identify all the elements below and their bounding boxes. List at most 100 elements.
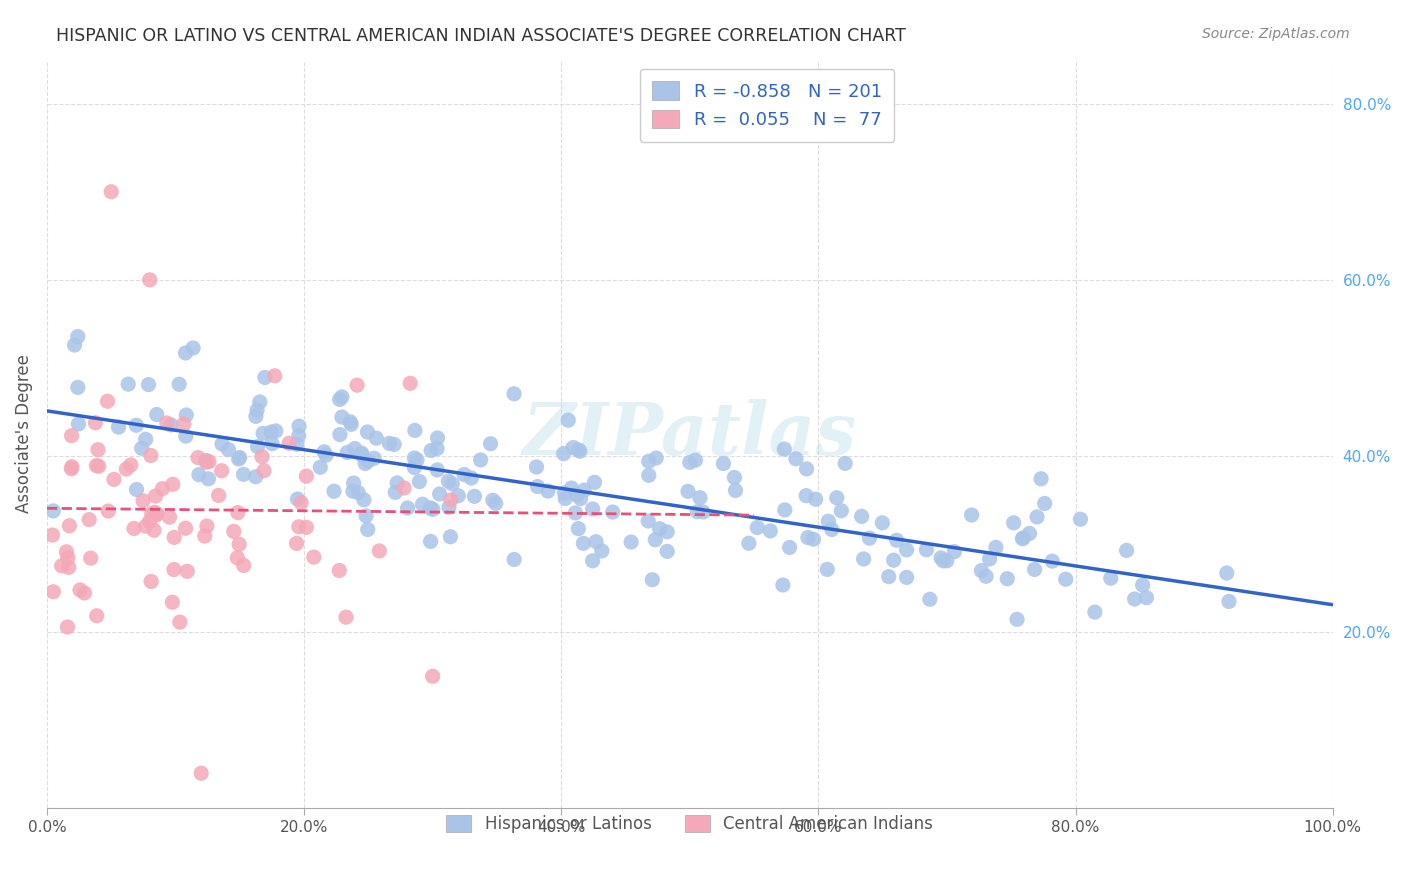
- Point: [918, 592, 941, 607]
- Point: [439, 530, 461, 544]
- Point: [979, 552, 1001, 566]
- Point: [228, 537, 250, 551]
- Point: [645, 450, 668, 465]
- Point: [406, 453, 429, 467]
- Point: [1216, 566, 1239, 580]
- Point: [984, 541, 1007, 555]
- Point: [363, 451, 385, 466]
- Point: [470, 453, 492, 467]
- Point: [567, 442, 589, 457]
- Point: [485, 496, 508, 510]
- Point: [821, 523, 844, 537]
- Point: [420, 443, 443, 458]
- Point: [723, 470, 745, 484]
- Point: [560, 481, 582, 495]
- Point: [974, 569, 997, 583]
- Point: [896, 570, 918, 584]
- Point: [772, 578, 794, 592]
- Point: [336, 445, 359, 459]
- Point: [572, 536, 595, 550]
- Point: [943, 544, 966, 558]
- Point: [60, 462, 83, 476]
- Point: [176, 565, 198, 579]
- Point: [347, 485, 370, 500]
- Point: [115, 462, 138, 476]
- Point: [785, 451, 807, 466]
- Point: [404, 424, 426, 438]
- Point: [747, 520, 769, 534]
- Point: [190, 766, 212, 780]
- Point: [426, 442, 449, 456]
- Point: [250, 450, 273, 464]
- Point: [357, 454, 380, 468]
- Point: [80, 551, 103, 566]
- Point: [453, 467, 475, 482]
- Point: [929, 550, 952, 565]
- Point: [357, 523, 380, 537]
- Point: [162, 595, 184, 609]
- Point: [447, 489, 470, 503]
- Point: [125, 418, 148, 433]
- Point: [285, 536, 308, 550]
- Point: [960, 508, 983, 522]
- Point: [562, 441, 585, 455]
- Point: [574, 483, 596, 497]
- Point: [620, 535, 643, 549]
- Point: [87, 459, 110, 474]
- Point: [139, 449, 162, 463]
- Point: [392, 481, 415, 495]
- Point: [648, 522, 671, 536]
- Point: [412, 497, 434, 511]
- Point: [932, 554, 955, 568]
- Point: [637, 514, 659, 528]
- Point: [896, 542, 918, 557]
- Point: [163, 530, 186, 544]
- Point: [146, 507, 169, 521]
- Point: [245, 409, 267, 424]
- Point: [246, 403, 269, 417]
- Point: [263, 368, 285, 383]
- Point: [368, 544, 391, 558]
- Point: [797, 531, 820, 545]
- Point: [1132, 578, 1154, 592]
- Point: [131, 442, 153, 456]
- Point: [107, 420, 129, 434]
- Point: [167, 377, 190, 392]
- Point: [970, 564, 993, 578]
- Point: [382, 437, 405, 451]
- Point: [554, 486, 576, 500]
- Point: [103, 472, 125, 486]
- Text: HISPANIC OR LATINO VS CENTRAL AMERICAN INDIAN ASSOCIATE'S DEGREE CORRELATION CHA: HISPANIC OR LATINO VS CENTRAL AMERICAN I…: [56, 27, 905, 45]
- Point: [385, 475, 408, 490]
- Point: [1026, 510, 1049, 524]
- Point: [217, 442, 239, 457]
- Point: [174, 408, 197, 422]
- Point: [422, 669, 444, 683]
- Point: [713, 457, 735, 471]
- Point: [340, 417, 363, 432]
- Point: [1069, 512, 1091, 526]
- Point: [526, 460, 548, 475]
- Point: [60, 459, 83, 474]
- Point: [685, 453, 707, 467]
- Point: [156, 416, 179, 430]
- Point: [339, 415, 361, 429]
- Point: [399, 376, 422, 391]
- Point: [181, 341, 204, 355]
- Point: [1115, 543, 1137, 558]
- Point: [278, 436, 301, 450]
- Point: [655, 524, 678, 539]
- Point: [384, 485, 406, 500]
- Point: [585, 534, 607, 549]
- Point: [309, 460, 332, 475]
- Point: [86, 458, 108, 473]
- Point: [1123, 592, 1146, 607]
- Point: [132, 494, 155, 508]
- Point: [97, 504, 120, 518]
- Point: [66, 380, 89, 394]
- Point: [568, 444, 591, 458]
- Point: [441, 476, 464, 491]
- Point: [1002, 516, 1025, 530]
- Point: [422, 502, 444, 516]
- Point: [582, 554, 605, 568]
